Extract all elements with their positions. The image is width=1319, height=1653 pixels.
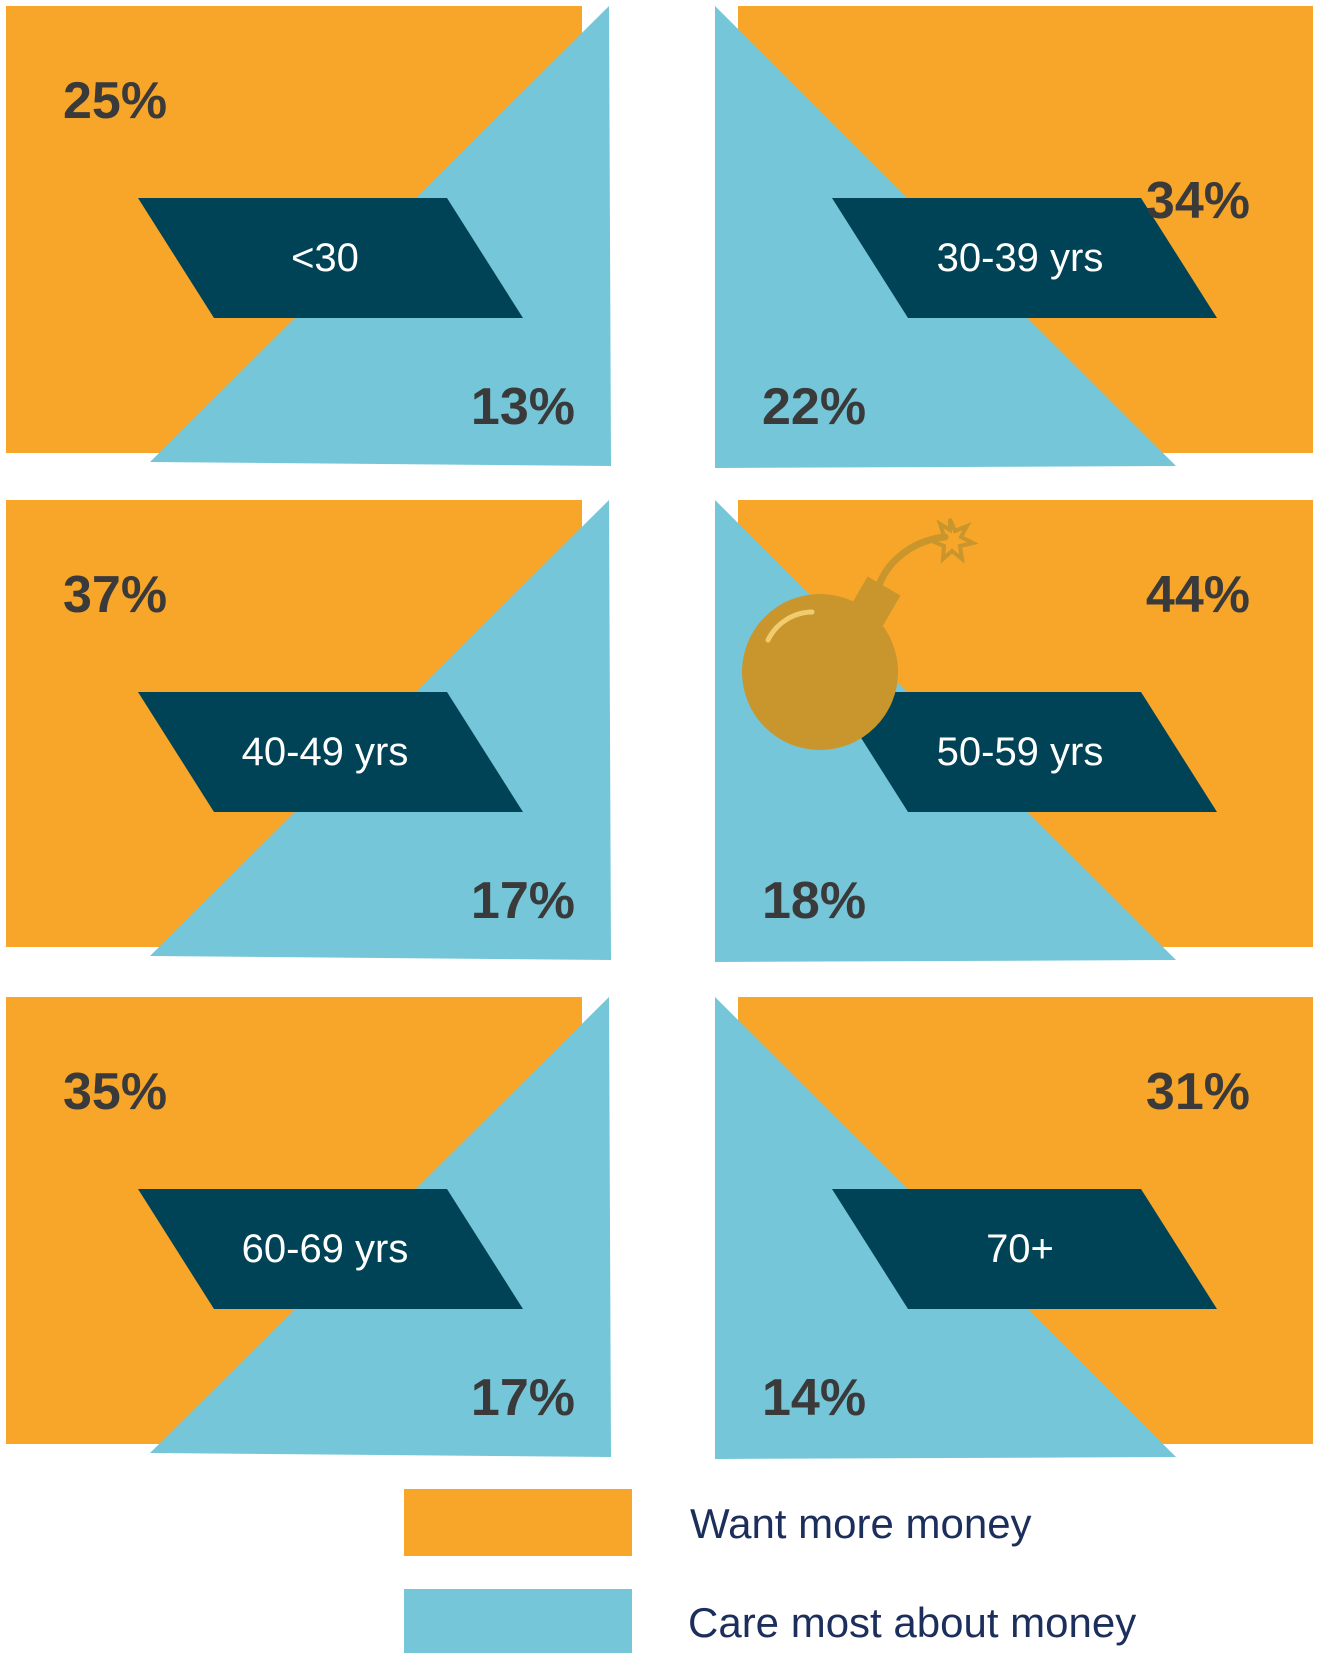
age-label-bg-2 <box>832 198 1217 318</box>
care-value-5: 17% <box>471 1369 575 1427</box>
age-label-bg-6 <box>832 1189 1217 1309</box>
legend-swatch-want <box>404 1489 632 1556</box>
want-value-3: 37% <box>63 566 167 624</box>
bomb-icon <box>742 518 979 750</box>
panel-1: <30 25% 13% <box>6 6 611 466</box>
age-label-1: <30 <box>291 236 359 280</box>
want-value-1: 25% <box>63 72 167 130</box>
want-value-6: 31% <box>1146 1063 1250 1121</box>
age-label-4: 50-59 yrs <box>937 730 1104 774</box>
panel-2: 30-39 yrs 34% 22% <box>715 6 1313 468</box>
legend-label-care: Care most about money <box>688 1599 1136 1646</box>
age-label-3: 40-49 yrs <box>242 730 409 774</box>
want-value-5: 35% <box>63 1063 167 1121</box>
age-label-5: 60-69 yrs <box>242 1227 409 1271</box>
care-value-2: 22% <box>762 378 866 436</box>
want-value-2: 34% <box>1146 172 1250 230</box>
panel-5: 60-69 yrs 35% 17% <box>6 997 611 1457</box>
age-label-6: 70+ <box>986 1227 1054 1271</box>
age-label-bg-4 <box>832 692 1217 812</box>
age-label-bg-1 <box>138 198 523 318</box>
panel-3: 40-49 yrs 37% 17% <box>6 500 611 960</box>
care-value-4: 18% <box>762 872 866 930</box>
care-value-6: 14% <box>762 1369 866 1427</box>
legend: Want more money Care most about money <box>404 1489 1136 1653</box>
age-label-bg-3 <box>138 692 523 812</box>
age-label-bg-5 <box>138 1189 523 1309</box>
legend-label-want: Want more money <box>690 1500 1032 1547</box>
care-value-3: 17% <box>471 872 575 930</box>
age-label-2: 30-39 yrs <box>937 236 1104 280</box>
legend-swatch-care <box>404 1589 632 1653</box>
panels: <30 25% 13% 30-39 yrs 34% 22% 40-49 yrs 37% 17% 5… <box>6 6 1313 1459</box>
panel-6: 70+ 31% 14% <box>715 997 1313 1459</box>
want-value-4: 44% <box>1146 566 1250 624</box>
care-value-1: 13% <box>471 378 575 436</box>
